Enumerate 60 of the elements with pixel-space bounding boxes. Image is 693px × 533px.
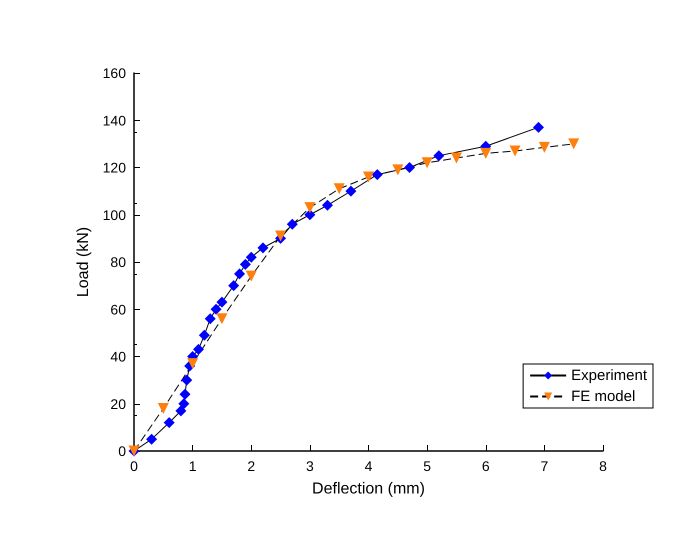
y-axis-title: Load (kN): [75, 226, 92, 298]
legend-label: Experiment: [571, 367, 648, 384]
x-axis-title: Deflection (mm): [312, 480, 425, 498]
point: [568, 138, 580, 150]
point: [180, 388, 191, 400]
x-tick-label: 6: [482, 458, 490, 474]
x-tick-label: 1: [188, 458, 197, 474]
point: [345, 186, 356, 197]
point: [322, 200, 333, 211]
x-tick-label: 5: [423, 458, 432, 474]
point: [246, 252, 257, 263]
y-tick-label: 100: [102, 206, 126, 223]
x-tick-label: 7: [540, 458, 548, 474]
point: [286, 218, 298, 230]
point: [187, 358, 198, 370]
point: [178, 398, 190, 410]
point: [216, 313, 228, 324]
point: [210, 304, 222, 315]
point: [164, 417, 175, 428]
point: [304, 209, 316, 220]
point: [304, 202, 316, 214]
y-tick-label: 140: [102, 112, 126, 128]
point: [533, 122, 544, 133]
y-tick-label: 80: [110, 254, 126, 270]
point: [433, 150, 444, 162]
y-tick-label: 120: [102, 160, 126, 176]
point: [480, 148, 492, 159]
point: [246, 270, 257, 282]
point: [510, 145, 521, 156]
point: [363, 171, 374, 182]
point: [372, 169, 383, 180]
point: [204, 313, 216, 324]
x-tick-label: 4: [364, 458, 373, 474]
point: [334, 183, 345, 194]
point: [538, 142, 550, 153]
x-tick-label: 2: [247, 458, 256, 474]
y-tick-label: 20: [110, 396, 126, 412]
point: [422, 157, 433, 168]
legend-label: FE model: [571, 388, 636, 405]
point: [192, 344, 204, 355]
x-tick-label: 0: [130, 458, 138, 474]
point: [146, 434, 158, 445]
point: [198, 330, 210, 341]
y-tick-label: 0: [118, 443, 126, 459]
point: [450, 152, 462, 164]
point: [404, 162, 416, 173]
point: [216, 296, 228, 308]
x-tick-label: 3: [306, 458, 314, 474]
point: [175, 405, 186, 416]
point: [181, 374, 192, 386]
y-tick-label: 160: [102, 65, 126, 81]
point: [240, 258, 251, 270]
point: [392, 164, 404, 176]
x-tick-label: 8: [599, 458, 608, 474]
point: [234, 268, 246, 280]
point: [228, 280, 240, 292]
y-tick-label: 40: [110, 348, 126, 364]
point: [257, 242, 268, 254]
y-tick-label: 60: [110, 301, 126, 318]
point: [158, 402, 169, 414]
